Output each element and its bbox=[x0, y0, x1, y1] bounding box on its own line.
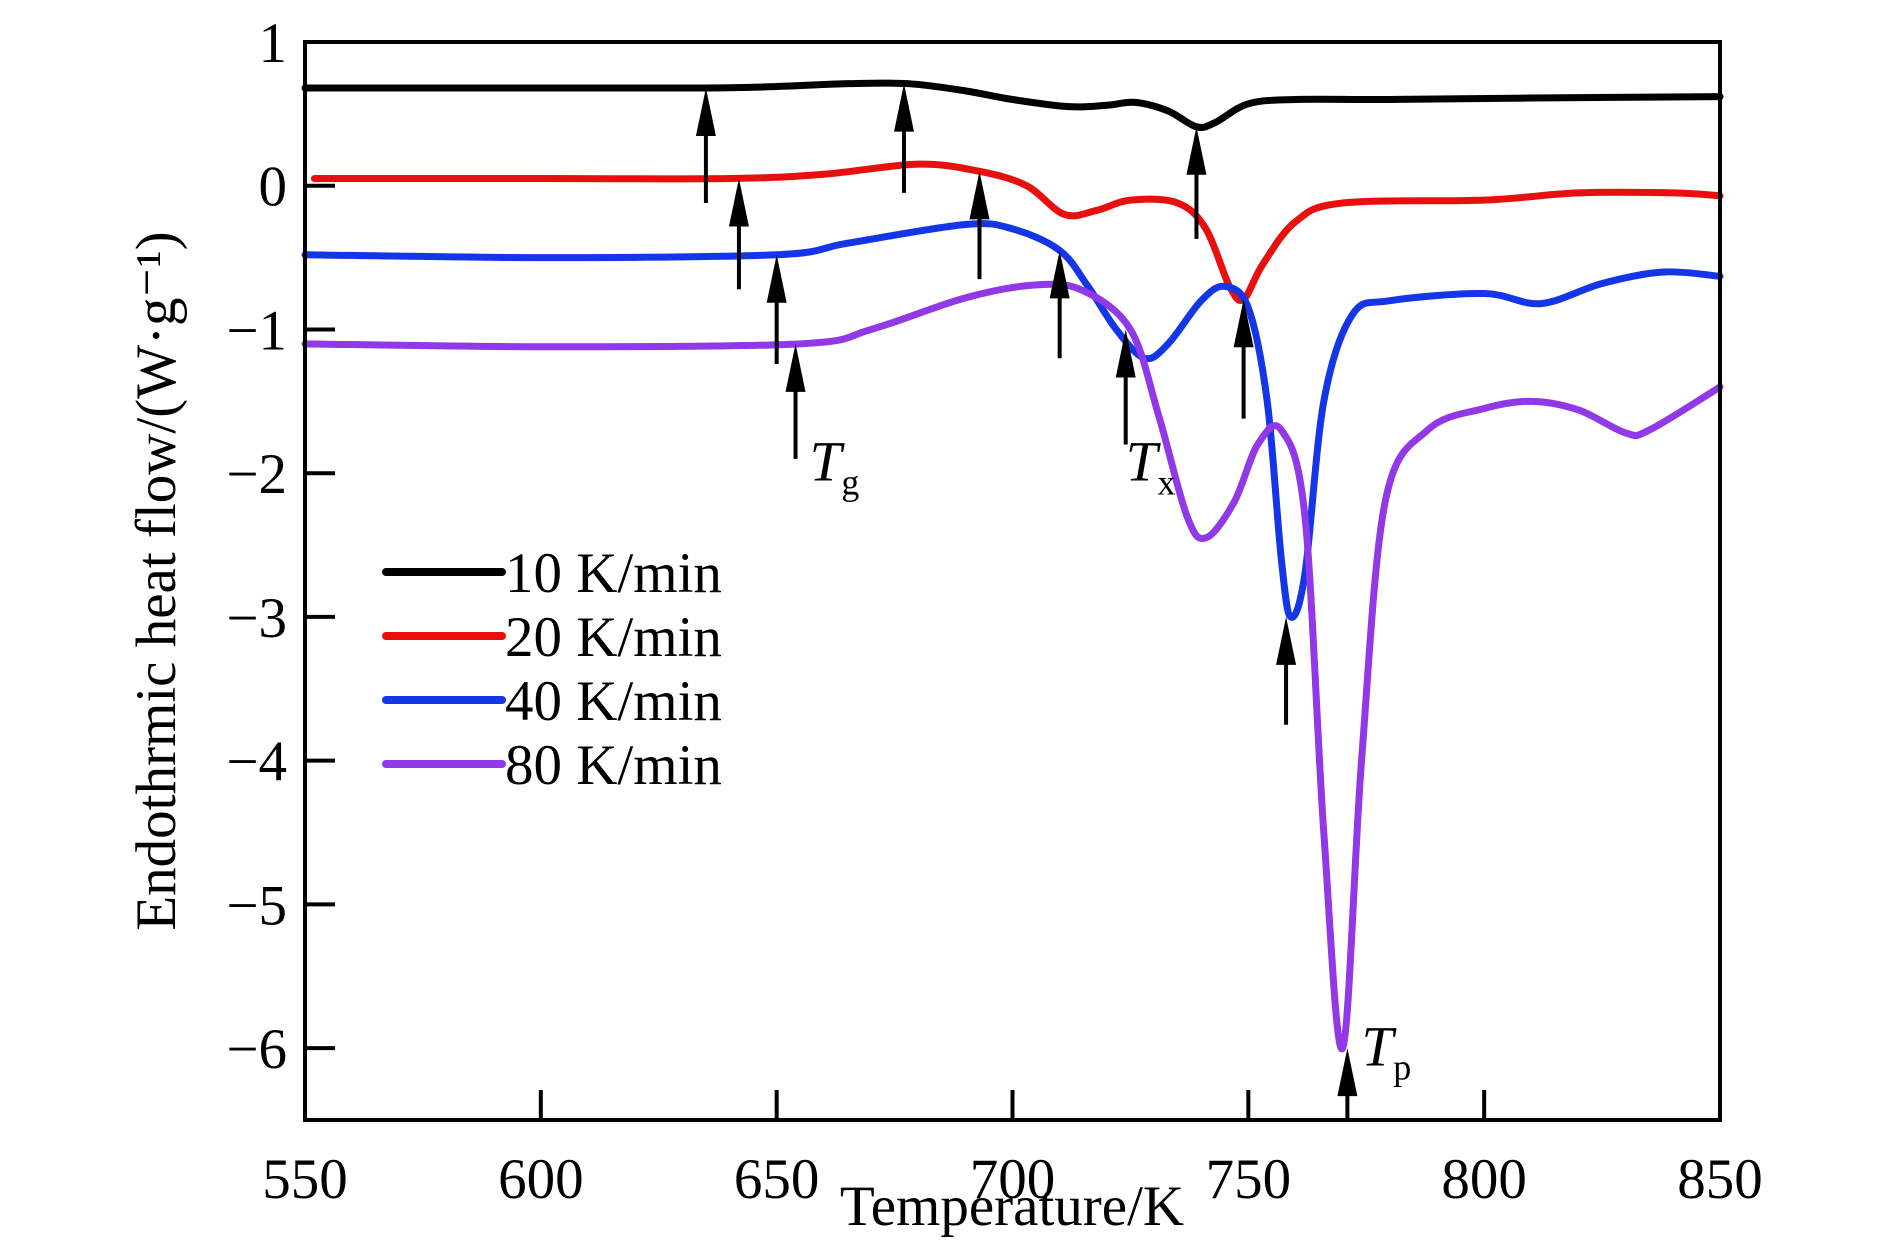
legend-item-10-k-min: 10 K/min bbox=[382, 542, 722, 605]
arrow-head-icon bbox=[695, 87, 716, 136]
legend-item-80-k-min: 80 K/min bbox=[382, 734, 722, 797]
series-line-20-k-min bbox=[310, 160, 1724, 304]
legend-label: 80 K/min bbox=[505, 734, 722, 797]
series-line-80-k-min bbox=[301, 280, 1724, 1053]
arrow-head-icon bbox=[1233, 299, 1254, 348]
arrow-marker bbox=[785, 343, 806, 459]
legend-item-40-k-min: 40 K/min bbox=[382, 670, 722, 733]
x-tick-label: 750 bbox=[1206, 1148, 1292, 1211]
arrow-marker bbox=[728, 178, 749, 290]
y-tick-label: −4 bbox=[226, 731, 287, 794]
annotation-layer: Tg Tx Tp bbox=[810, 430, 1412, 1087]
annotation-tg: Tg bbox=[810, 430, 860, 502]
x-tick-label: 650 bbox=[734, 1148, 820, 1211]
arrow-head-icon bbox=[785, 343, 806, 392]
y-axis-title: Endothrmic heat flow/(W·g⁻¹) bbox=[125, 231, 188, 930]
series-layer bbox=[301, 79, 1724, 1053]
arrow-head-icon bbox=[1115, 329, 1136, 378]
x-tick-label: 600 bbox=[498, 1148, 584, 1211]
arrow-marker bbox=[1186, 126, 1207, 239]
arrow-marker bbox=[969, 171, 990, 280]
arrow-layer bbox=[695, 83, 1358, 1120]
x-tick-label: 700 bbox=[970, 1148, 1056, 1211]
arrow-marker bbox=[1115, 329, 1136, 445]
x-tick-label: 800 bbox=[1441, 1148, 1527, 1211]
arrow-head-icon bbox=[894, 83, 915, 132]
arrow-marker bbox=[1049, 250, 1070, 359]
legend-label: 10 K/min bbox=[505, 542, 722, 605]
legend-label: 20 K/min bbox=[505, 606, 722, 669]
y-tick-label: −2 bbox=[226, 443, 287, 506]
arrow-head-icon bbox=[969, 171, 990, 220]
arrow-marker bbox=[766, 254, 787, 364]
y-tick-label: 1 bbox=[259, 12, 288, 75]
legend-item-20-k-min: 20 K/min bbox=[382, 606, 722, 669]
x-tick-label: 550 bbox=[262, 1148, 348, 1211]
legend-label: 40 K/min bbox=[505, 670, 722, 733]
series-line-10-k-min bbox=[301, 79, 1724, 131]
arrow-head-icon bbox=[1276, 616, 1297, 665]
arrow-marker bbox=[1233, 299, 1254, 419]
x-tick-label: 850 bbox=[1677, 1148, 1763, 1211]
arrow-head-icon bbox=[1337, 1048, 1358, 1097]
arrow-head-icon bbox=[1049, 250, 1070, 299]
y-tick-label: −5 bbox=[226, 874, 287, 937]
y-tick-label: −6 bbox=[226, 1018, 287, 1081]
y-tick-label: −3 bbox=[226, 587, 287, 650]
x-axis-title: Temperature/K bbox=[840, 1175, 1184, 1238]
y-tick-label: −1 bbox=[226, 299, 287, 362]
arrow-head-icon bbox=[766, 254, 787, 303]
arrow-marker bbox=[1276, 616, 1297, 725]
y-tick-label: 0 bbox=[259, 156, 288, 219]
annotation-tp: Tp bbox=[1362, 1015, 1412, 1087]
arrow-marker bbox=[1337, 1048, 1358, 1120]
series-line-40-k-min bbox=[301, 220, 1724, 621]
arrow-marker bbox=[894, 83, 915, 193]
annotation-tx: Tx bbox=[1126, 430, 1176, 502]
tick-layer: 550 600 650 700 750 800 850 1 0 −1 −2 −3 −4 −5 −6 bbox=[226, 12, 1762, 1211]
arrow-head-icon bbox=[1186, 126, 1207, 175]
arrow-marker bbox=[695, 87, 716, 203]
arrow-head-icon bbox=[728, 178, 749, 227]
